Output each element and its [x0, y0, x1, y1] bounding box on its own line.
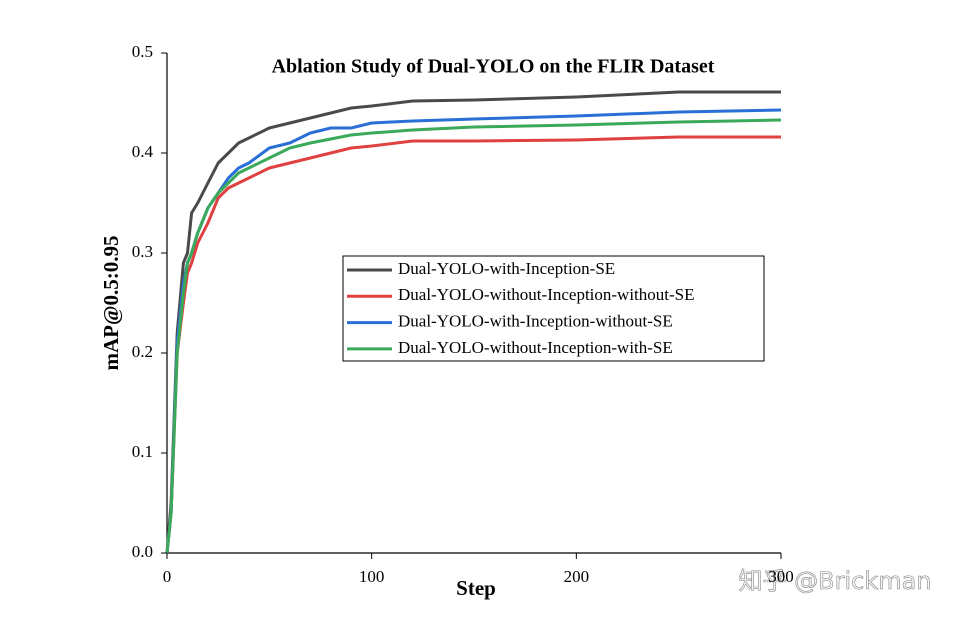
legend-label: Dual-YOLO-without-Inception-with-SE — [398, 338, 673, 357]
legend-label: Dual-YOLO-with-Inception-SE — [398, 259, 615, 278]
series-line — [165, 118, 782, 554]
legend — [342, 255, 765, 362]
y-tick-label: 0.4 — [132, 142, 154, 161]
series-line — [165, 90, 781, 554]
y-tick-label: 0.3 — [132, 242, 153, 261]
x-tick-label: 200 — [564, 567, 590, 586]
y-tick-label: 0.2 — [132, 342, 153, 361]
x-tick-label: 300 — [768, 567, 794, 586]
x-tick-label: 0 — [163, 567, 172, 586]
watermark: 知乎 @Brickman — [738, 567, 931, 595]
legend-label: Dual-YOLO-without-Inception-without-SE — [398, 285, 695, 304]
y-tick-label: 0.5 — [132, 42, 153, 61]
chart-title: Ablation Study of Dual-YOLO on the FLIR … — [272, 56, 715, 78]
y-tick-label: 0.0 — [132, 542, 153, 561]
y-tick-label: 0.1 — [132, 442, 153, 461]
legend-label: Dual-YOLO-with-Inception-without-SE — [398, 312, 673, 331]
y-axis-label: mAP@0.5:0.95 — [99, 235, 123, 370]
x-tick-label: 100 — [359, 567, 385, 586]
x-axis-label: Step — [456, 576, 496, 600]
